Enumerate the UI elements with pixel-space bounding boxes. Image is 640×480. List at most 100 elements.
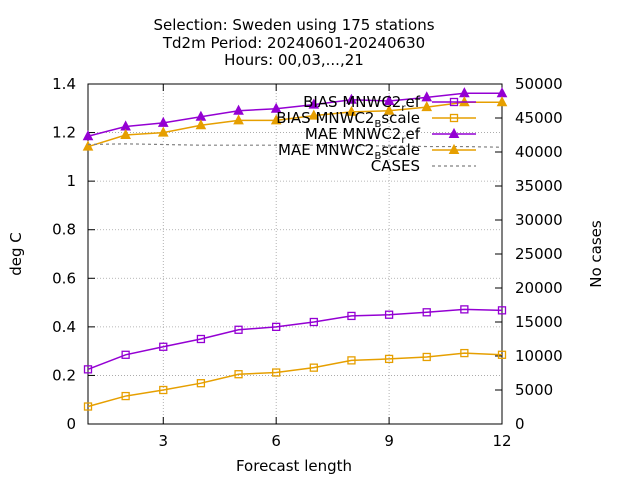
data-point	[496, 96, 508, 107]
data-point	[159, 385, 168, 395]
data-point	[421, 91, 433, 102]
data-point	[120, 128, 131, 139]
data-point	[422, 352, 431, 362]
data-point	[270, 102, 282, 113]
data-point	[421, 101, 433, 112]
legend-item: BIAS MNWC2Bscale	[276, 109, 476, 130]
data-point	[157, 126, 169, 137]
y2-tick-label: 5000	[515, 381, 553, 399]
data-point	[460, 348, 469, 358]
y-tick-label: 0	[66, 415, 76, 433]
data-point	[347, 311, 356, 321]
y2-tick-label: 10000	[515, 347, 563, 365]
legend-label: BIAS MNWC2Bscale	[276, 109, 420, 130]
data-point	[121, 391, 130, 401]
data-point	[159, 342, 168, 351]
legend-swatch-marker	[449, 113, 459, 123]
y2-tick-label: 35000	[515, 177, 563, 195]
series-1	[83, 348, 507, 411]
legend-swatch-marker	[448, 127, 460, 138]
plot-frame	[87, 83, 503, 425]
series-line	[87, 101, 502, 148]
y2-axis-label: No cases	[587, 220, 605, 288]
series-layer	[82, 87, 508, 411]
data-point	[308, 98, 320, 109]
data-point	[83, 402, 93, 411]
series-3	[82, 96, 508, 151]
y-tick-label: 1.4	[52, 75, 76, 93]
chart-title-line-1: Selection: Sweden using 175 stations	[153, 16, 434, 34]
chart-title-line-2: Td2m Period: 20240601-20240630	[162, 34, 425, 52]
y2-tick-label: 20000	[515, 279, 563, 297]
data-point	[196, 334, 206, 344]
data-point	[384, 354, 394, 364]
legend-item: MAE MNWC2ref	[305, 125, 476, 146]
y-axis-label: deg C	[7, 232, 25, 276]
legend-label: MAE MNWC2Bscale	[278, 141, 420, 162]
legend-item: BIAS MNWC2ref	[303, 93, 476, 114]
y2-tick-label: 50000	[515, 75, 563, 93]
data-point	[460, 305, 469, 314]
legend-label: BIAS MNWC2ref	[303, 93, 421, 114]
series-2	[82, 87, 508, 141]
data-point	[233, 114, 244, 125]
x-tick-label: 9	[384, 432, 394, 450]
data-point	[383, 94, 395, 105]
data-point	[384, 310, 394, 319]
series-line	[87, 308, 503, 371]
data-point	[196, 379, 206, 388]
data-point	[309, 363, 318, 372]
legend-item: MAE MNWC2Bscale	[278, 141, 476, 162]
data-point	[309, 317, 318, 327]
y2-tick-label: 30000	[515, 211, 563, 229]
data-point	[233, 104, 244, 115]
y-tick-label: 0.6	[52, 269, 76, 287]
x-tick-label: 3	[158, 432, 168, 450]
data-point	[234, 370, 243, 379]
chart-title-line-3: Hours: 00,03,...,21	[224, 51, 364, 69]
legend-label: CASES	[371, 157, 420, 175]
data-point	[270, 114, 282, 125]
data-point	[346, 93, 357, 104]
y2-tick-label: 45000	[515, 109, 563, 127]
y2-tick-label: 15000	[515, 313, 563, 331]
data-point	[234, 325, 243, 334]
y-tick-label: 1.2	[52, 124, 76, 142]
y2-tick-label: 25000	[515, 245, 563, 263]
data-point	[272, 322, 281, 332]
data-point	[121, 350, 130, 359]
legend-item: CASES	[371, 157, 476, 175]
data-point	[157, 116, 169, 127]
legend-swatch-marker	[448, 143, 460, 154]
y-tick-label: 0.8	[52, 221, 76, 239]
y2-tick-label: 0	[515, 415, 525, 433]
series-line	[87, 92, 502, 137]
y2-tick-label: 40000	[515, 143, 563, 161]
data-point	[347, 356, 356, 365]
legend-label: MAE MNWC2ref	[305, 125, 421, 146]
data-point	[83, 365, 93, 374]
series-line	[87, 352, 503, 408]
x-tick-label: 6	[271, 432, 281, 450]
data-point	[383, 104, 395, 115]
grid	[88, 84, 502, 424]
y-tick-label: 0.2	[52, 366, 76, 384]
data-point	[422, 308, 431, 317]
y-tick-label: 1	[66, 172, 76, 190]
data-point	[82, 130, 94, 141]
y-tick-label: 0.4	[52, 318, 76, 336]
data-point	[308, 109, 320, 120]
data-point	[272, 368, 281, 377]
data-point	[497, 306, 507, 315]
data-point	[346, 105, 357, 116]
data-point	[195, 119, 207, 130]
axes: 0 0.2 0.4 0.6 0.8 1 1.2 1.4 0 5000 10000 15000 20000…	[52, 75, 563, 450]
legend-swatch-marker	[449, 97, 459, 107]
x-tick-label: 12	[492, 432, 511, 450]
x-axis-label: Forecast length	[236, 457, 352, 475]
series-0	[83, 305, 507, 374]
data-point	[82, 140, 94, 151]
data-point	[497, 350, 507, 359]
